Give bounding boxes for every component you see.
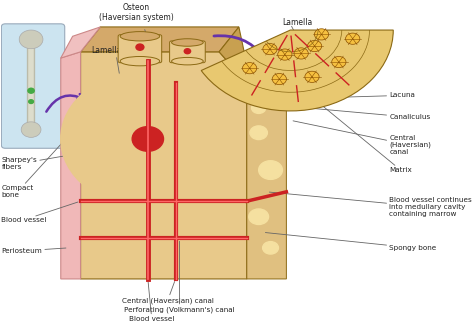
Text: Perforating (Volkmann's) canal: Perforating (Volkmann's) canal bbox=[124, 241, 235, 313]
Circle shape bbox=[263, 43, 277, 55]
Text: Osteocyte: Osteocyte bbox=[271, 39, 309, 48]
Text: Lamella: Lamella bbox=[283, 18, 313, 26]
Text: Canaliculus: Canaliculus bbox=[309, 108, 430, 120]
Circle shape bbox=[128, 123, 168, 154]
Polygon shape bbox=[81, 52, 247, 279]
Circle shape bbox=[132, 127, 164, 151]
Circle shape bbox=[332, 57, 346, 68]
Text: Lacuna: Lacuna bbox=[301, 93, 415, 98]
FancyBboxPatch shape bbox=[1, 24, 65, 148]
Text: Compact
bone: Compact bone bbox=[1, 116, 87, 198]
Text: Periosteum: Periosteum bbox=[1, 248, 66, 254]
Circle shape bbox=[81, 86, 215, 192]
Circle shape bbox=[29, 100, 34, 103]
Polygon shape bbox=[81, 27, 239, 52]
Circle shape bbox=[21, 122, 41, 137]
Text: Central (Haversian) canal: Central (Haversian) canal bbox=[122, 282, 214, 304]
Circle shape bbox=[308, 41, 322, 52]
Circle shape bbox=[272, 74, 286, 85]
Circle shape bbox=[263, 242, 278, 254]
Circle shape bbox=[184, 49, 191, 54]
Circle shape bbox=[112, 111, 183, 167]
Circle shape bbox=[250, 126, 267, 140]
Polygon shape bbox=[219, 27, 247, 83]
Circle shape bbox=[259, 161, 283, 180]
Circle shape bbox=[346, 33, 360, 44]
Text: Lamellae: Lamellae bbox=[91, 46, 126, 55]
Polygon shape bbox=[61, 27, 100, 58]
Text: Osteon
(Haversian system): Osteon (Haversian system) bbox=[99, 3, 173, 22]
Wedge shape bbox=[201, 30, 393, 111]
Circle shape bbox=[136, 44, 144, 50]
Text: Central
(Haversian)
canal: Central (Haversian) canal bbox=[293, 121, 431, 155]
Circle shape bbox=[61, 71, 235, 207]
Circle shape bbox=[138, 131, 158, 147]
Circle shape bbox=[305, 71, 319, 82]
Circle shape bbox=[28, 88, 34, 93]
Circle shape bbox=[278, 49, 292, 60]
Text: Blood vessel continues
into medullary cavity
containing marrow: Blood vessel continues into medullary ca… bbox=[269, 192, 472, 217]
Circle shape bbox=[243, 62, 257, 74]
Text: Matrix: Matrix bbox=[304, 91, 412, 173]
Text: Spongy bone: Spongy bone bbox=[265, 232, 437, 251]
Ellipse shape bbox=[120, 57, 160, 66]
Polygon shape bbox=[61, 52, 81, 279]
Text: Blood vessel: Blood vessel bbox=[1, 202, 78, 223]
Ellipse shape bbox=[120, 32, 160, 41]
Circle shape bbox=[19, 30, 43, 49]
Circle shape bbox=[249, 209, 269, 225]
Circle shape bbox=[96, 98, 199, 180]
Text: Sharpey's
fibers: Sharpey's fibers bbox=[1, 155, 70, 170]
Circle shape bbox=[252, 102, 266, 113]
FancyBboxPatch shape bbox=[118, 35, 162, 63]
Circle shape bbox=[314, 29, 328, 40]
Polygon shape bbox=[247, 83, 286, 279]
FancyBboxPatch shape bbox=[170, 41, 205, 63]
Text: Blood vessel: Blood vessel bbox=[129, 282, 174, 322]
Ellipse shape bbox=[172, 58, 203, 65]
Ellipse shape bbox=[172, 39, 203, 46]
Circle shape bbox=[294, 48, 308, 59]
